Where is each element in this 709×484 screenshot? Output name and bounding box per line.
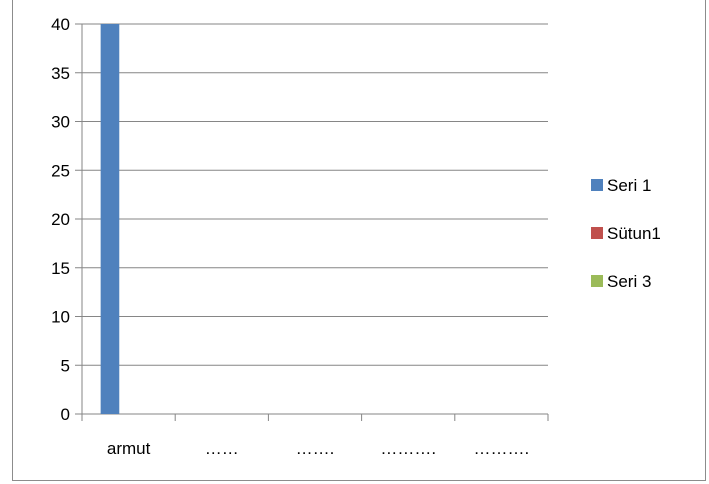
x-tick-label: …… xyxy=(205,439,239,458)
x-tick-label: ………. xyxy=(380,439,436,458)
legend-label: Seri 1 xyxy=(607,176,651,195)
x-tick-label: ……. xyxy=(296,439,335,458)
y-tick-label: 30 xyxy=(51,113,70,132)
chart-frame xyxy=(12,0,706,481)
x-tick-label: ………. xyxy=(474,439,530,458)
legend-swatch xyxy=(591,179,603,191)
bar xyxy=(100,24,120,414)
y-tick-label: 5 xyxy=(61,356,70,375)
x-tick-label: armut xyxy=(107,439,151,458)
y-tick-label: 10 xyxy=(51,308,70,327)
legend-swatch xyxy=(591,275,603,287)
y-tick-label: 0 xyxy=(61,405,70,424)
y-tick-label: 35 xyxy=(51,64,70,83)
y-tick-label: 20 xyxy=(51,210,70,229)
legend-label: Sütun1 xyxy=(607,224,661,243)
y-tick-label: 40 xyxy=(51,15,70,34)
legend-swatch xyxy=(591,227,603,239)
y-tick-label: 15 xyxy=(51,259,70,278)
legend-label: Seri 3 xyxy=(607,272,651,291)
y-tick-label: 25 xyxy=(51,161,70,180)
